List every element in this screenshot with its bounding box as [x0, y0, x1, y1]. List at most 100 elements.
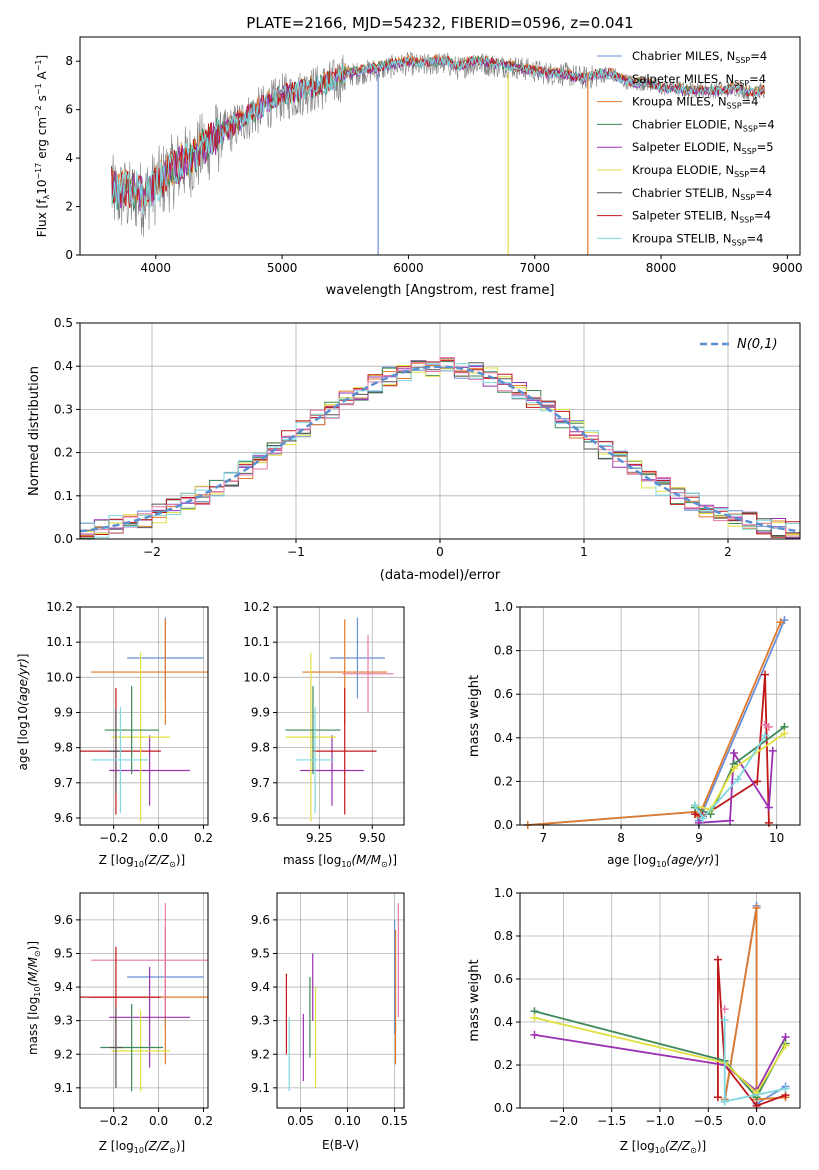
y-tick-label: 0.2: [494, 774, 513, 788]
age-vs-mass-xlabel: mass [log10(M/M⊙)]: [283, 853, 397, 869]
x-tick-label: 9: [695, 831, 703, 845]
y-tick-label: 0.4: [494, 1015, 513, 1029]
x-tick-label: 2: [724, 545, 732, 559]
y-tick-label: 0.2: [54, 446, 73, 460]
mass-vs-z-ylabel: mass [log10(M/M⊙)]: [26, 941, 42, 1055]
y-tick-label: 1.0: [494, 886, 513, 900]
y-tick-label: 10.1: [243, 635, 270, 649]
spectrum-panel: 4000 5000 6000 7000 8000 9000 0 2 4 6 8 wavelength …: [34, 36, 803, 298]
weight-marker: [726, 816, 734, 825]
y-tick-label: 0.8: [494, 644, 513, 658]
weight-marker: [753, 777, 762, 786]
residual-histogram: [80, 357, 800, 537]
plot-area: [277, 607, 404, 825]
weight-series-line: [534, 1016, 787, 1095]
y-tick-label: 0.3: [54, 402, 73, 416]
weight-marker: [530, 1030, 539, 1039]
x-tick-label: −0.2: [99, 1114, 128, 1128]
weight-marker: [733, 775, 742, 784]
legend-label-main: Kroupa MILES, N: [632, 95, 727, 109]
legend-label: Salpeter ELODIE, NSSP=5: [632, 140, 774, 156]
weight-marker: [698, 814, 707, 823]
x-tick-label: 7: [540, 831, 548, 845]
y-tick-label: 0.4: [494, 731, 513, 745]
x-tick-label: 4000: [141, 261, 172, 275]
mass-vs-ebv-plot: 0.05 0.10 0.15 9.1 9.2 9.3 9.4 9.5 9.6 E(B-V): [251, 892, 408, 1152]
weight-marker: [720, 1005, 729, 1014]
weight-series-line: [694, 732, 785, 811]
age-vs-mass-plot: 9.25 9.50 9.6 9.7 9.8 9.9 10.0 10.1 10.2: [243, 600, 405, 845]
weight-marker: [720, 1015, 729, 1024]
weight-marker: [780, 729, 789, 738]
y-tick-label: 9.3: [251, 1014, 270, 1028]
y-tick-label: 0.0: [54, 532, 73, 546]
plot-area: [277, 893, 404, 1108]
y-tick-label: 9.8: [251, 741, 270, 755]
legend-label-sub: SSP: [743, 124, 758, 133]
x-tick-label: −1: [287, 545, 305, 559]
y-tick-label: 0.0: [494, 818, 513, 832]
legend-label-sub: SSP: [739, 216, 754, 225]
legend-label: Kroupa STELIB, NSSP=4: [632, 231, 763, 247]
x-tick-label: 8: [617, 831, 625, 845]
y-tick-label: 0.0: [494, 1101, 513, 1115]
legend-label-suffix: =4: [747, 231, 764, 245]
legend-label-sub: SSP: [734, 170, 749, 179]
legend-label-suffix: =5: [757, 140, 774, 154]
x-tick-label: 9.25: [306, 831, 333, 845]
x-tick-label: 8000: [646, 261, 677, 275]
x-tick-label: 9.50: [359, 831, 386, 845]
age-vs-mass-panel: 9.25 9.50 9.6 9.7 9.8 9.9 10.0 10.1 10.2 mass [l…: [243, 600, 405, 869]
legend-label-suffix: =4: [750, 49, 767, 63]
legend-label: Kroupa MILES, NSSP=4: [632, 95, 758, 111]
y-tick-label: 0.6: [494, 972, 513, 986]
weight-marker: [764, 722, 773, 731]
legend-label-suffix: =4: [749, 163, 766, 177]
legend-label-suffix: =4: [742, 95, 759, 109]
weight-ylabel: mass weight: [467, 959, 482, 1041]
y-tick-label: 9.1: [251, 1081, 270, 1095]
weight-marker: [781, 1041, 790, 1050]
weight-marker: [530, 1013, 539, 1022]
legend-label-main: Chabrier MILES, N: [632, 49, 735, 63]
normal-reference-legend-label: N(0,1): [737, 337, 778, 352]
legend-label-sub: SSP: [742, 147, 757, 156]
weight-marker: [720, 1097, 729, 1106]
axes-frame: [276, 892, 405, 1109]
x-tick-label: 0.15: [381, 1114, 408, 1128]
x-tick-label: 0.2: [194, 831, 213, 845]
y-tick-label: 9.3: [54, 1014, 73, 1028]
mass-vs-z-panel: −0.2 0.0 0.2 9.1 9.2 9.3 9.4 9.5 9.6 mass [log10…: [26, 892, 213, 1155]
x-tick-label: 6000: [393, 261, 424, 275]
weight-vs-age-xlabel: age [log10(age/yr)]: [607, 853, 719, 869]
x-tick-label: 10: [769, 831, 784, 845]
y-tick-label: 10.1: [46, 635, 73, 649]
y-tick-label: 9.2: [251, 1047, 270, 1061]
x-tick-label: 0.0: [149, 1114, 168, 1128]
residuals-xlabel: (data-model)/error: [380, 568, 501, 583]
y-tick-label: 9.9: [251, 705, 270, 719]
y-tick-label: 10.2: [46, 600, 73, 614]
x-tick-label: 5000: [267, 261, 298, 275]
mass-vs-z-plot: −0.2 0.0 0.2 9.1 9.2 9.3 9.4 9.5 9.6: [54, 892, 213, 1128]
x-tick-label: 7000: [519, 261, 550, 275]
weight-marker: [768, 746, 777, 755]
legend-label-suffix: =4: [749, 72, 766, 86]
weight-marker: [752, 904, 761, 913]
y-tick-label: 0.8: [494, 929, 513, 943]
axes-frame: [79, 606, 209, 826]
legend-label: Salpeter MILES, NSSP=4: [632, 72, 766, 88]
legend-label-main: Salpeter STELIB, N: [632, 209, 739, 223]
mass-vs-ebv-panel: 0.05 0.10 0.15 9.1 9.2 9.3 9.4 9.5 9.6 E(B-V): [251, 892, 408, 1152]
y-tick-label: 1.0: [494, 600, 513, 614]
y-tick-label: 9.5: [251, 946, 270, 960]
legend-label-main: Salpeter MILES, N: [632, 72, 734, 86]
spectrum-plot: 4000 5000 6000 7000 8000 9000 0 2 4 6 8 wavelength …: [65, 36, 803, 298]
weight-marker: [781, 1084, 790, 1093]
weight-vs-age-panel: 7 8 9 10 0.0 0.2 0.4 0.6 0.8 1.0 mass weight age […: [467, 600, 801, 869]
x-tick-label: 9000: [772, 261, 803, 275]
y-tick-label: 10.2: [243, 600, 270, 614]
y-tick-label: 9.2: [54, 1047, 73, 1061]
